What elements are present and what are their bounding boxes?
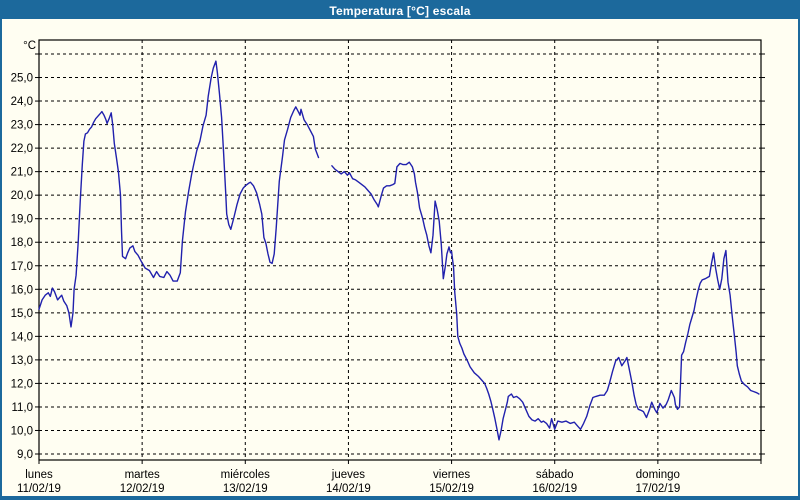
x-axis-day-label: viernes: [433, 469, 470, 481]
y-axis-label: 23,0: [11, 120, 33, 132]
x-axis-date-label: 14/02/19: [326, 483, 371, 495]
y-axis-label: 21,0: [11, 167, 33, 179]
y-axis-label: 16,0: [11, 284, 33, 296]
window-title: Temperatura [°C] escala: [329, 3, 471, 18]
x-axis-day-label: martes: [125, 469, 160, 481]
x-axis-date-label: 13/02/19: [223, 483, 268, 495]
x-axis-day-label: jueves: [331, 469, 365, 481]
celsius-unit-label: °C: [23, 40, 36, 52]
x-axis-day-label: sábado: [536, 469, 574, 481]
y-axis-label: 14,0: [11, 331, 33, 343]
x-axis-date-label: 15/02/19: [429, 483, 474, 495]
y-axis-label: 10,0: [11, 425, 33, 437]
x-axis-date-label: 17/02/19: [635, 483, 680, 495]
plot-border: [38, 39, 762, 461]
y-axis-label: 24,0: [11, 96, 33, 108]
x-axis-day-label: domingo: [636, 469, 680, 481]
x-axis-day-label: lunes: [25, 469, 53, 481]
y-axis-label: 12,0: [11, 378, 33, 390]
y-axis-label: 18,0: [11, 237, 33, 249]
y-axis-label: 17,0: [11, 261, 33, 273]
y-axis-label: 9,0: [17, 449, 33, 461]
temperature-line: [331, 161, 760, 441]
window-titlebar: Temperatura [°C] escala: [2, 2, 798, 19]
x-axis-date-label: 16/02/19: [532, 483, 577, 495]
y-axis-label: 19,0: [11, 214, 33, 226]
y-axis-label: 15,0: [11, 308, 33, 320]
y-axis-label: 25,0: [11, 73, 33, 85]
x-axis-date-label: 11/02/19: [17, 483, 61, 495]
y-axis-label: 22,0: [11, 143, 33, 155]
x-axis-day-label: miércoles: [221, 469, 270, 481]
y-axis-label: 11,0: [11, 402, 33, 414]
temperature-line: [38, 60, 320, 328]
y-axis-label: 20,0: [11, 190, 33, 202]
x-axis-date-label: 12/02/19: [120, 483, 165, 495]
y-axis-label: 13,0: [11, 355, 33, 367]
